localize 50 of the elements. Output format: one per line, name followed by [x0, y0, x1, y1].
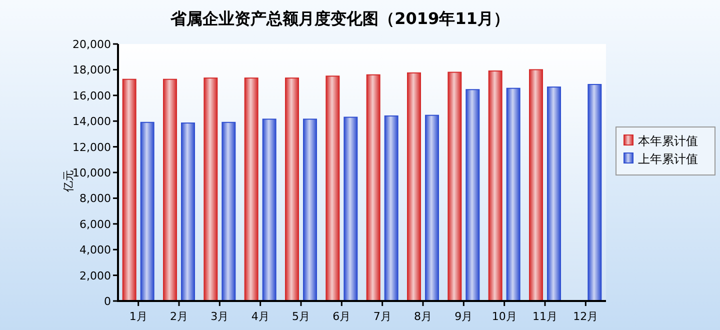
y-tick-label: 18,000: [72, 64, 111, 77]
bar: [384, 115, 398, 302]
y-tick-label: 12,000: [72, 140, 111, 154]
bar: [303, 118, 317, 302]
bar: [204, 78, 218, 302]
x-tick-label: 12月: [573, 310, 598, 323]
x-tick-label: 1月: [129, 310, 148, 323]
bar: [285, 78, 299, 302]
bar: [588, 84, 602, 302]
chart-title: 省属企业资产总额月度变化图（2019年11月）: [170, 9, 510, 28]
bar: [366, 74, 380, 302]
bar: [488, 70, 502, 302]
x-tick-label: 5月: [292, 310, 310, 323]
y-tick-label: 10,000: [72, 166, 111, 180]
x-tick-label: 6月: [332, 310, 351, 323]
bar: [425, 114, 439, 302]
y-tick-label: 4,000: [80, 244, 111, 257]
y-tick-label: 2,000: [80, 269, 111, 282]
y-tick-label: 14,000: [72, 115, 111, 128]
y-tick-label: 6,000: [80, 218, 111, 231]
x-tick-label: 9月: [454, 310, 473, 323]
x-tick-label: 10月: [492, 310, 517, 323]
bar: [407, 72, 421, 302]
bar: [262, 118, 276, 302]
x-tick-label: 8月: [414, 310, 432, 323]
bar: [326, 76, 340, 302]
x-tick-label: 2月: [170, 310, 188, 323]
x-tick-label: 3月: [210, 310, 229, 323]
x-tick-label: 4月: [251, 310, 270, 323]
bar: [163, 78, 177, 302]
bar: [222, 122, 236, 302]
x-tick-label: 11月: [532, 310, 558, 323]
bar: [244, 78, 258, 302]
bar: [529, 69, 543, 302]
y-axis-title: 亿元: [62, 170, 75, 193]
y-tick-label: 8,000: [80, 192, 111, 206]
bar: [448, 72, 462, 302]
bar: [181, 122, 195, 302]
y-tick-label: 16,000: [72, 89, 111, 102]
bar: [140, 122, 154, 302]
bar: [466, 89, 480, 302]
y-tick-label: 20,000: [72, 38, 111, 51]
legend-label: 上年累计值: [638, 152, 698, 166]
bar: [344, 116, 358, 302]
legend-label: 本年累计值: [638, 134, 698, 148]
y-tick-label: 0: [104, 295, 111, 308]
bar: [547, 86, 561, 302]
bar: [506, 88, 520, 302]
x-tick-label: 7月: [373, 310, 392, 323]
bar: [122, 78, 136, 302]
